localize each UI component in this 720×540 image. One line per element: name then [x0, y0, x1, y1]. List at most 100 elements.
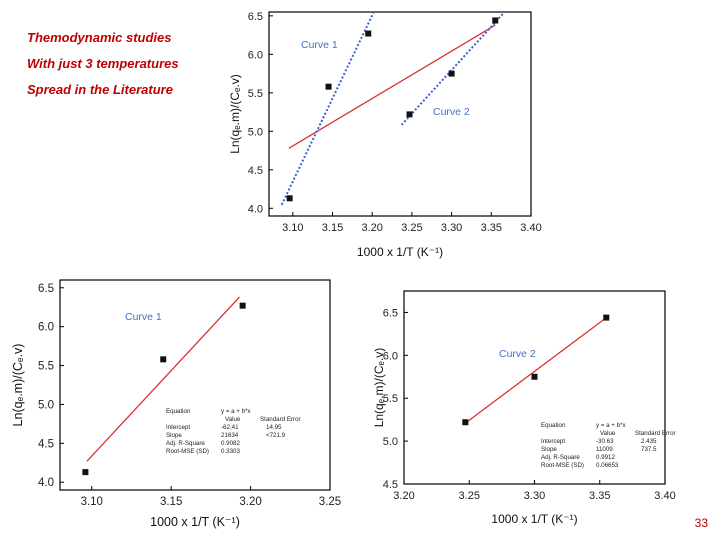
y-tick-label: 4.5	[248, 165, 263, 177]
stats-cell: Intercept	[166, 424, 190, 431]
data-point	[82, 469, 89, 476]
x-tick-label: 3.15	[322, 222, 343, 234]
data-point	[286, 195, 293, 202]
stats-cell: Root-MSE (SD)	[166, 448, 209, 455]
x-tick-label: 3.40	[520, 222, 541, 234]
stats-header-formula: y = a + b*x	[596, 422, 626, 429]
y-tick-label: 6.5	[383, 307, 398, 319]
stats-subheader-value: Value	[600, 430, 616, 437]
y-axis-label: Ln(qₑ.m)/(Cₑ.v)	[373, 348, 386, 428]
x-tick-label: 3.35	[589, 490, 610, 502]
y-axis-label: Ln(qₑ.m)/(Cₑ.v)	[11, 344, 25, 427]
curve-label: Curve 2	[433, 106, 470, 118]
plot-frame	[268, 11, 532, 217]
x-axis-label: 1000 x 1/T (K⁻¹)	[150, 515, 240, 529]
y-tick-label: 6.0	[383, 350, 398, 362]
y-tick-label: 6.0	[38, 322, 54, 334]
stats-cell: -62.41	[221, 424, 239, 431]
curve-label: Curve 1	[301, 39, 338, 51]
y-tick-label: 5.0	[38, 399, 54, 411]
chart-panel-combined: 3.10 3.15 3.20 3.25 3.30 3.35 3.40 4.0 4.5 5.0 5.5…	[225, 0, 543, 262]
stats-cell: 2.435	[641, 438, 657, 445]
data-point	[492, 17, 499, 24]
data-point	[325, 83, 332, 90]
note-line-2: With just 3 temperatures	[27, 56, 179, 71]
y-axis-label: Ln(qₑ.m)/(Cₑ.v)	[228, 74, 242, 154]
stats-subheader-value: Value	[225, 416, 241, 423]
stats-cell: 11009	[596, 446, 613, 453]
x-axis-label: 1000 x 1/T (K⁻¹)	[491, 512, 577, 526]
y-tick-label: 5.0	[248, 126, 263, 138]
stats-cell: 0.3303	[221, 448, 240, 455]
x-tick-label: 3.40	[654, 490, 675, 502]
y-tick-label: 6.0	[248, 49, 263, 61]
note-line-1: Themodynamic studies	[27, 30, 172, 45]
stats-cell: Intercept	[541, 438, 565, 445]
x-tick-label: 3.30	[441, 222, 462, 234]
y-tick-label: 4.0	[248, 203, 263, 215]
y-tick-label: 5.5	[38, 361, 54, 373]
data-point	[365, 30, 372, 37]
fit-line	[464, 316, 608, 424]
chart-combined: 3.10 3.15 3.20 3.25 3.30 3.35 3.40 4.0 4.5 5.0 5.5…	[228, 11, 542, 259]
chart-curve-2: 3.20 3.25 3.30 3.35 3.40 4.5 5.0 5.5 6.0 6.5 1000 …	[373, 290, 676, 526]
curve-label: Curve 2	[499, 348, 536, 360]
stats-cell: 0.9082	[221, 440, 240, 447]
slide-notes: Themodynamic studies With just 3 tempera…	[27, 30, 179, 108]
note-line-3: Spread in the Literature	[27, 82, 173, 97]
y-tick-label: 6.5	[38, 283, 54, 295]
stats-subheader-error: Standard Error	[260, 416, 301, 423]
y-tick-label: 6.5	[248, 11, 263, 23]
data-point	[239, 302, 246, 309]
x-tick-label: 3.10	[282, 222, 303, 234]
stats-cell: 14.95	[266, 424, 282, 431]
data-point	[448, 70, 455, 77]
x-tick-label: 3.25	[459, 490, 480, 502]
y-tick-label: 4.5	[383, 479, 398, 491]
x-tick-label: 3.15	[160, 496, 182, 508]
stats-cell: Adj. R-Square	[166, 440, 205, 447]
y-tick-label: 4.5	[38, 438, 54, 450]
fit-line	[288, 24, 496, 149]
x-tick-label: 3.20	[393, 490, 414, 502]
stats-subheader-error: Standard Error	[635, 430, 676, 437]
data-point	[406, 111, 413, 118]
stats-cell: Root-MSE (SD)	[541, 462, 584, 469]
plot-frame	[59, 279, 331, 491]
y-tick-label: 5.0	[383, 436, 398, 448]
chart-panel-curve-1: 3.10 3.15 3.20 3.25 4.0 4.5 5.0 5.5 6.0 6.5 1000 x…	[0, 268, 345, 540]
x-tick-label: 3.25	[319, 496, 341, 508]
stats-header-formula: y = a + b*x	[221, 408, 251, 415]
chart-panel-curve-2: 3.20 3.25 3.30 3.35 3.40 4.5 5.0 5.5 6.0 6.5 1000 …	[373, 283, 685, 540]
chart-curve-1: 3.10 3.15 3.20 3.25 4.0 4.5 5.0 5.5 6.0 6.5 1000 x…	[11, 279, 341, 529]
stats-cell: <721.9	[266, 432, 286, 439]
data-point	[531, 373, 538, 380]
y-tick-label: 5.5	[248, 88, 263, 100]
stats-cell: Slope	[541, 446, 557, 453]
curve-label: Curve 1	[125, 311, 162, 323]
fit-line	[86, 296, 240, 462]
y-tick-label: 4.0	[38, 477, 54, 489]
data-point	[462, 419, 469, 426]
x-tick-label: 3.35	[481, 222, 502, 234]
x-tick-label: 3.10	[81, 496, 103, 508]
x-tick-label: 3.25	[401, 222, 422, 234]
plot-frame	[403, 290, 666, 485]
data-point	[603, 314, 610, 321]
stats-cell: Adj. R-Square	[541, 454, 580, 461]
x-tick-label: 3.20	[239, 496, 261, 508]
data-point	[160, 356, 167, 363]
stats-cell: 0.9912	[596, 454, 615, 461]
x-tick-label: 3.30	[524, 490, 545, 502]
stats-cell: 21634	[221, 432, 239, 439]
y-tick-label: 5.5	[383, 393, 398, 405]
dotted-fit-line	[400, 12, 504, 126]
stats-header-equation: Equation	[541, 422, 566, 429]
stats-header-equation: Equation	[166, 408, 191, 415]
x-tick-label: 3.20	[362, 222, 383, 234]
slide-number: 33	[694, 516, 708, 530]
stats-cell: -30.63	[596, 438, 614, 445]
x-axis-label: 1000 x 1/T (K⁻¹)	[357, 245, 443, 259]
stats-cell: Slope	[166, 432, 182, 439]
stats-cell: 737.5	[641, 446, 657, 453]
